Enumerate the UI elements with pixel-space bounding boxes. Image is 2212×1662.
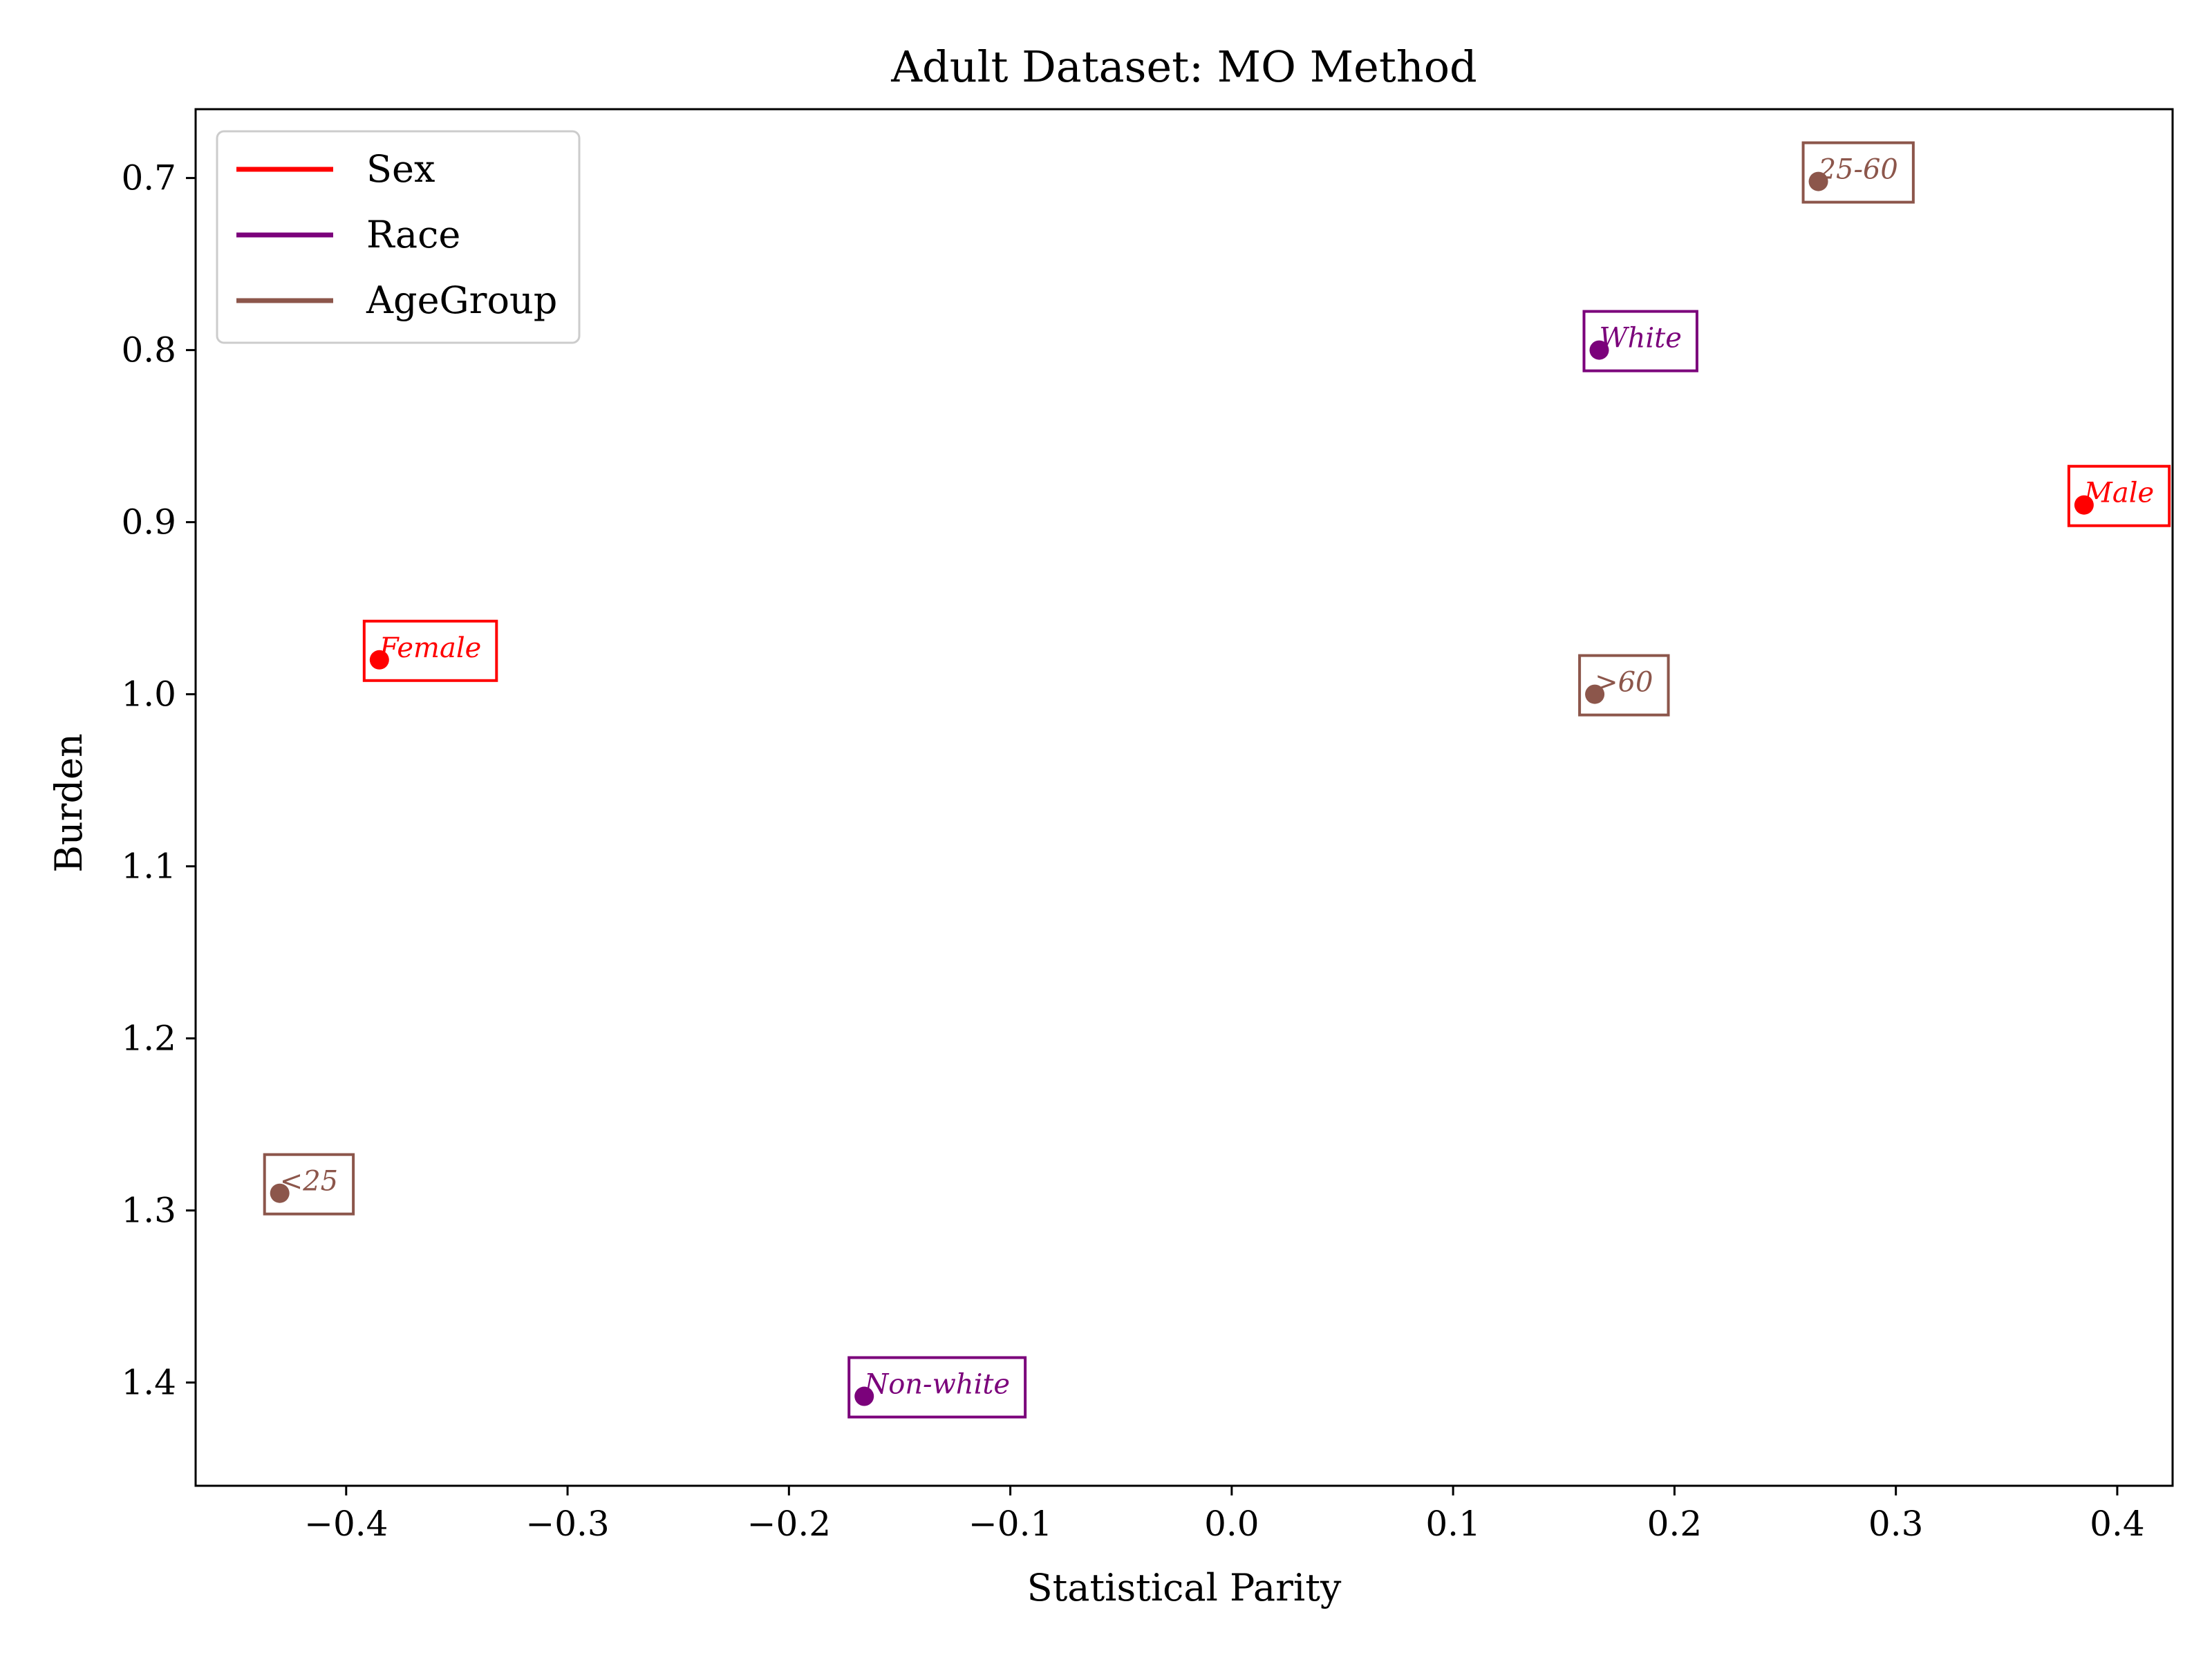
point-label-box: [362, 619, 498, 682]
point-group: Male: [2067, 464, 2171, 527]
legend-label: AgeGroup: [366, 278, 557, 322]
point-label-box: [1578, 654, 1670, 717]
point-label-box: [2067, 464, 2171, 527]
x-tick-label: −0.4: [304, 1504, 388, 1544]
y-tick-label: 1.0: [121, 674, 176, 715]
point-label: Non-white: [863, 1369, 1010, 1401]
legend: Sex Race AgeGroup: [216, 130, 581, 344]
point-label: >60: [1595, 667, 1653, 699]
point-label-box: [1582, 310, 1698, 372]
x-tick-label: 0.4: [2090, 1504, 2145, 1544]
point-label: 25-60: [1818, 154, 1898, 186]
point-label-box: [847, 1356, 1027, 1419]
data-point: [270, 1183, 290, 1203]
y-tick-label: 1.2: [121, 1019, 176, 1059]
y-tick-label: 0.7: [121, 158, 176, 198]
x-tick-label: −0.3: [525, 1504, 609, 1544]
legend-label: Sex: [366, 147, 435, 191]
point-label: <25: [280, 1166, 338, 1198]
y-tick-label: 1.4: [121, 1363, 176, 1403]
point-group: Non-white: [847, 1356, 1027, 1419]
data-point: [1585, 684, 1605, 704]
y-tick-label: 0.8: [121, 330, 176, 370]
data-point: [1808, 171, 1828, 191]
x-tick-label: −0.1: [968, 1504, 1052, 1544]
x-axis-title: Statistical Parity: [1027, 1566, 1342, 1609]
y-tick-label: 1.1: [121, 847, 176, 887]
point-group: >60: [1578, 654, 1670, 717]
point-label-box: [263, 1153, 355, 1216]
x-tick-label: 0.2: [1647, 1504, 1703, 1544]
point-group: 25-60: [1801, 141, 1915, 204]
y-tick-label: 0.9: [121, 502, 176, 542]
x-tick-label: −0.2: [747, 1504, 831, 1544]
x-tick-label: 0.3: [1868, 1504, 1924, 1544]
legend-frame: [216, 130, 581, 344]
data-point: [2074, 495, 2094, 515]
y-tick-label: 1.3: [121, 1191, 176, 1231]
chart-title: Adult Dataset: MO Method: [890, 41, 1477, 92]
y-axis-title: Burden: [47, 733, 91, 873]
plot-area: −0.4 −0.3 −0.2 −0.1 0.0 0.1 0.2 0.3 0.4 0.7 0.8 0.9…: [121, 108, 2174, 1544]
data-point: [1589, 340, 1609, 360]
data-point: [854, 1386, 874, 1406]
point-label: White: [1600, 323, 1682, 355]
point-group: <25: [263, 1153, 355, 1216]
x-tick-label: 0.1: [1425, 1504, 1481, 1544]
point-group: White: [1582, 310, 1698, 372]
point-label-box: [1801, 141, 1915, 204]
point-label: Male: [2083, 478, 2154, 509]
point-group: Female: [362, 619, 498, 682]
plot-frame: [194, 108, 2174, 1487]
data-point: [369, 650, 389, 670]
legend-label: Race: [366, 213, 460, 256]
x-tick-label: 0.0: [1204, 1504, 1259, 1544]
point-label: Female: [379, 632, 481, 664]
